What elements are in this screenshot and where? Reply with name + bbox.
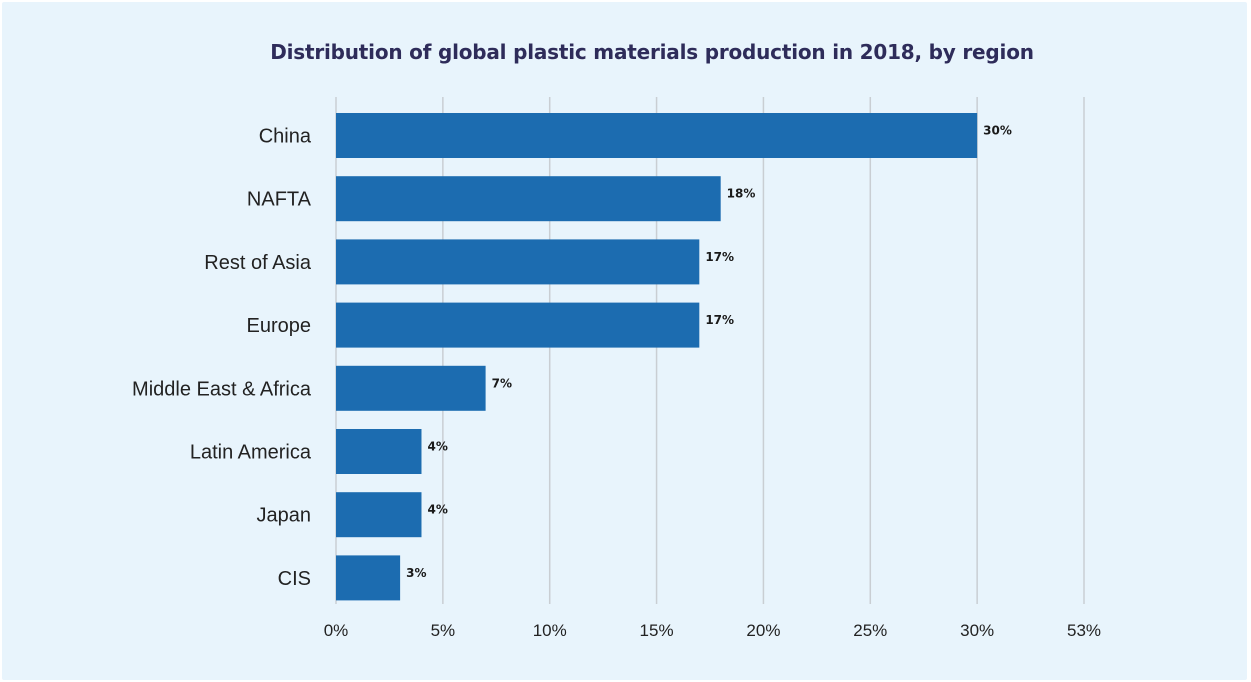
category-label: CIS xyxy=(278,568,311,590)
x-tick-label: 20% xyxy=(746,621,780,640)
x-tick-label: 5% xyxy=(431,621,456,640)
category-label: China xyxy=(259,126,312,148)
bar xyxy=(336,113,978,158)
data-label: 17% xyxy=(705,313,734,327)
category-label: Latin America xyxy=(190,442,312,464)
data-label: 18% xyxy=(727,187,756,201)
category-label: NAFTA xyxy=(247,189,312,211)
x-tick-label: 10% xyxy=(533,621,567,640)
data-label: 17% xyxy=(705,250,734,264)
bar xyxy=(336,239,700,285)
bar xyxy=(336,176,721,222)
category-label: Rest of Asia xyxy=(204,252,312,274)
bar xyxy=(336,429,422,474)
labels: 0% 5% 10% 15% 20% 25% 30% 53% China 30% NAFTA 18% Re… xyxy=(132,124,1101,641)
category-label: Europe xyxy=(247,315,312,337)
x-tick-label: 0% xyxy=(324,621,349,640)
data-label: 4% xyxy=(427,440,447,454)
bars xyxy=(336,113,978,601)
category-label: Japan xyxy=(257,505,312,527)
x-tick-label: 53% xyxy=(1067,621,1101,640)
data-label: 3% xyxy=(406,566,426,580)
data-label: 7% xyxy=(492,376,512,390)
bar xyxy=(336,492,422,538)
category-label: Middle East & Africa xyxy=(132,378,312,400)
bar xyxy=(336,555,401,601)
x-tick-label: 30% xyxy=(960,621,994,640)
x-tick-label: 25% xyxy=(853,621,887,640)
bar xyxy=(336,365,486,411)
x-tick-label: 15% xyxy=(640,621,674,640)
data-label: 4% xyxy=(427,503,447,517)
chart-title: Distribution of global plastic materials… xyxy=(270,40,1034,64)
gridlines xyxy=(335,97,1085,604)
bar xyxy=(336,302,700,348)
data-label: 30% xyxy=(983,124,1012,138)
